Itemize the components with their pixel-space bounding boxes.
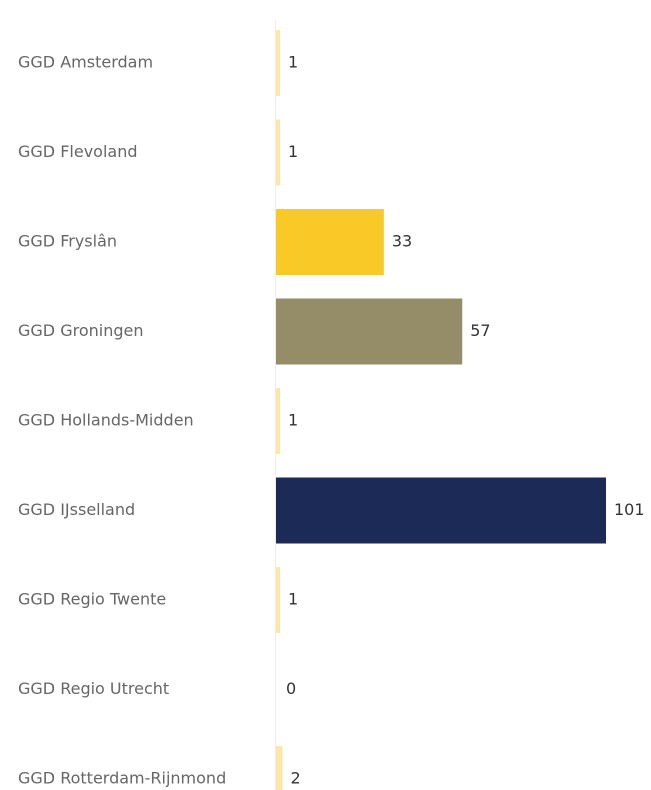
value-label: 1: [288, 53, 298, 72]
category-label: GGD Regio Utrecht: [18, 679, 169, 698]
category-label: GGD Hollands-Midden: [18, 411, 194, 430]
category-label: GGD Rotterdam-Rijnmond: [18, 769, 226, 788]
category-label: GGD IJsselland: [18, 500, 135, 519]
bar[interactable]: [276, 30, 280, 96]
category-label: GGD Flevoland: [18, 142, 138, 161]
value-label: 101: [614, 500, 645, 519]
value-label: 33: [392, 232, 412, 251]
bar[interactable]: [276, 209, 384, 275]
value-label: 1: [288, 411, 298, 430]
bar[interactable]: [276, 477, 606, 544]
category-label: GGD Regio Twente: [18, 590, 166, 609]
bar[interactable]: [276, 388, 280, 454]
value-labels: 1 1 33 57 1 101 1 0 2: [286, 53, 645, 788]
value-label: 0: [286, 679, 296, 698]
category-label: GGD Groningen: [18, 321, 143, 340]
value-label: 2: [291, 769, 301, 788]
category-label: GGD Fryslân: [18, 232, 117, 251]
value-label: 57: [470, 321, 490, 340]
value-label: 1: [288, 590, 298, 609]
bar[interactable]: [276, 119, 280, 186]
bar[interactable]: [276, 746, 283, 790]
value-label: 1: [288, 142, 298, 161]
category-labels: GGD Amsterdam GGD Flevoland GGD Fryslân GGD…: [18, 53, 226, 788]
bar[interactable]: [276, 298, 463, 365]
bar[interactable]: [276, 567, 280, 633]
category-label: GGD Amsterdam: [18, 53, 153, 72]
bars: [276, 30, 606, 790]
